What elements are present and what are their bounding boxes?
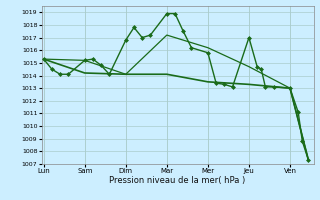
- X-axis label: Pression niveau de la mer( hPa ): Pression niveau de la mer( hPa ): [109, 176, 246, 185]
